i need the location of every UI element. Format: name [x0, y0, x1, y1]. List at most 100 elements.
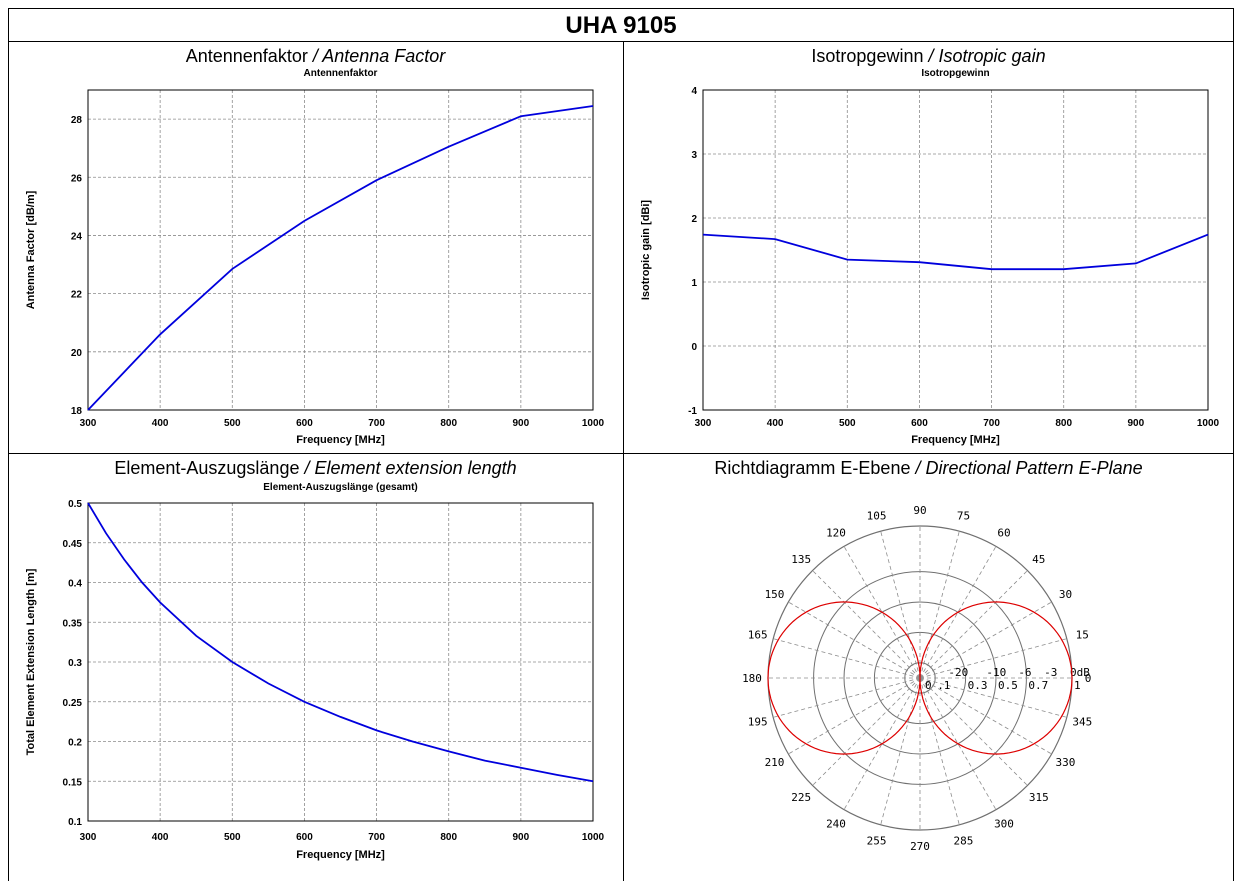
y-axis-label: Total Element Extension Length [m]: [25, 568, 37, 755]
polar-angle-label: 30: [1059, 588, 1072, 601]
polar-pattern-line: [767, 601, 1073, 755]
polar-linear-label: 0: [925, 679, 932, 692]
x-tick-label: 500: [839, 418, 856, 429]
polar-angle-label: 270: [910, 840, 930, 853]
x-tick-label: 300: [80, 418, 97, 429]
panel-title-de: Isotropgewinn: [811, 46, 924, 66]
x-tick-label: 800: [440, 832, 457, 843]
polar-angle-label: 15: [1076, 629, 1089, 642]
x-tick-label: 500: [224, 832, 241, 843]
polar-spoke: [843, 546, 921, 679]
polar-ring: [843, 601, 997, 755]
polar-spoke: [880, 531, 921, 679]
polar-spoke: [773, 638, 921, 679]
polar-linear-label: 0.5: [998, 679, 1018, 692]
y-tick-label: -1: [688, 406, 697, 417]
y-tick-label: 20: [71, 348, 83, 359]
polar-angle-label: 120: [826, 527, 846, 540]
polar-spoke: [788, 677, 921, 755]
panel-title-en: Isotropic gain: [938, 46, 1046, 66]
polar-angle-label: 300: [994, 817, 1014, 830]
x-tick-label: 1000: [582, 418, 605, 429]
y-tick-label: 18: [71, 406, 83, 417]
polar-db-label: -6: [1018, 666, 1031, 679]
polar-angle-label: 0: [1085, 672, 1092, 685]
polar-angle-label: 285: [954, 834, 974, 847]
polar-spoke: [919, 677, 997, 810]
y-tick-label: 26: [71, 173, 83, 184]
polar-spoke: [812, 677, 921, 786]
panel-title-en: Directional Pattern E-Plane: [925, 458, 1143, 478]
x-tick-label: 400: [152, 832, 169, 843]
plot-area-border: [87, 502, 594, 822]
polar-spoke: [788, 601, 921, 679]
frame-left-border: [8, 8, 9, 881]
x-axis-label: Frequency [MHz]: [296, 434, 385, 446]
y-tick-label: 2: [691, 214, 697, 225]
polar-spoke: [919, 601, 1052, 679]
polar-angle-label: 165: [748, 629, 768, 642]
plot-area-border: [702, 89, 1209, 411]
plot-area-border: [87, 89, 594, 411]
polar-linear-label: 0.7: [1028, 679, 1048, 692]
x-tick-label: 900: [1128, 418, 1145, 429]
polar-angle-label: 240: [826, 817, 846, 830]
polar-spoke: [843, 677, 921, 810]
polar-spoke: [919, 677, 960, 825]
x-tick-label: 700: [368, 832, 385, 843]
x-axis-label: Frequency [MHz]: [296, 849, 385, 861]
x-tick-label: 500: [224, 418, 241, 429]
x-tick-label: 400: [152, 418, 169, 429]
panel-title-isotropic-gain: Isotropgewinn / Isotropic gain: [811, 46, 1046, 66]
y-tick-label: 0.25: [63, 698, 83, 709]
y-tick-label: 0.5: [68, 499, 82, 510]
x-tick-label: 800: [440, 418, 457, 429]
polar-angle-label: 90: [913, 504, 926, 517]
polar-angle-label: 60: [997, 527, 1010, 540]
polar-spoke: [919, 570, 1028, 679]
polar-angle-label: 105: [867, 510, 887, 523]
line-chart-2: Element-Auszugslänge (gesamt) 300 400 500 60…: [25, 482, 605, 861]
x-tick-label: 1000: [1197, 418, 1220, 429]
panel-title-de: Element-Auszugslänge: [114, 458, 300, 478]
polar-angle-label: 180: [742, 672, 762, 685]
line-chart-0: Antennenfaktor 300 400 500 600 700 800 900 1000 1…: [25, 68, 605, 446]
polar-spoke: [812, 570, 921, 679]
polar-angle-label: 150: [765, 588, 785, 601]
y-tick-label: 0.1: [68, 817, 82, 828]
y-tick-label: 1: [691, 278, 697, 289]
x-tick-label: 300: [695, 418, 712, 429]
polar-angle-label: 225: [791, 791, 811, 804]
y-tick-label: 0.3: [68, 658, 82, 669]
polar-linear-label: 0.3: [968, 679, 988, 692]
chart-title: Antennenfaktor: [304, 68, 378, 79]
polar-angle-label: 210: [765, 756, 785, 769]
series-line: [702, 233, 1209, 271]
column-separator: [623, 41, 624, 881]
chart-title: Element-Auszugslänge (gesamt): [263, 482, 417, 493]
polar-db-label: -10: [986, 666, 1006, 679]
row-separator: [8, 453, 1234, 454]
x-tick-label: 700: [983, 418, 1000, 429]
series-line: [87, 502, 594, 783]
polar-angle-label: 255: [867, 834, 887, 847]
polar-spoke: [919, 677, 1052, 755]
panel-title-en: Element extension length: [314, 458, 517, 478]
x-axis-label: Frequency [MHz]: [911, 434, 1000, 446]
polar-linear-label: .1: [937, 679, 950, 692]
polar-db-label: -3: [1044, 666, 1057, 679]
polar-angle-label: 345: [1072, 715, 1092, 728]
chart-title: Isotropgewinn: [921, 68, 989, 79]
x-tick-label: 300: [80, 832, 97, 843]
panel-title-directional-pattern: Richtdiagramm E-Ebene / Directional Patt…: [714, 458, 1143, 478]
polar-angle-label: 195: [748, 715, 768, 728]
frame-top-border: [8, 8, 1234, 9]
polar-spoke: [919, 546, 997, 679]
polar-angle-label: 75: [957, 510, 970, 523]
y-tick-label: 0: [691, 342, 697, 353]
x-tick-label: 700: [368, 418, 385, 429]
polar-spoke: [919, 638, 1067, 679]
polar-linear-label: 1: [1074, 679, 1081, 692]
y-tick-label: 0.45: [63, 539, 83, 550]
